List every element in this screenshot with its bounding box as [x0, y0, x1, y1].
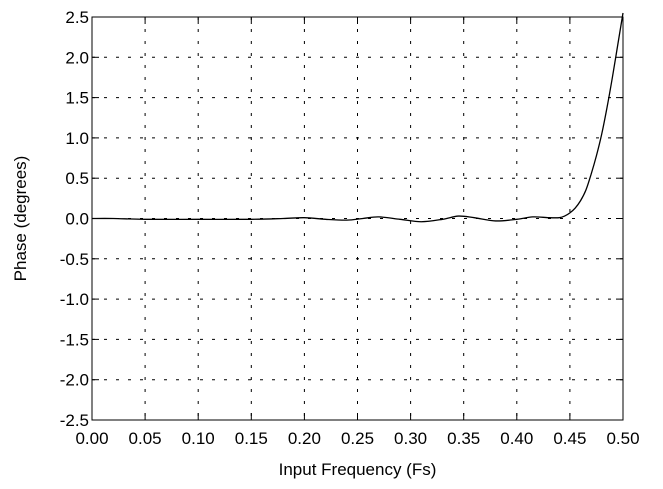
x-tick-label: 0.50 [606, 429, 639, 448]
x-tick-label: 0.40 [500, 429, 533, 448]
x-tick-label: 0.30 [394, 429, 427, 448]
y-tick-label: 0.0 [65, 210, 89, 229]
tick-marks [91, 16, 624, 421]
x-tick-label: 0.45 [553, 429, 586, 448]
x-tick-label: 0.00 [75, 429, 108, 448]
x-axis-label: Input Frequency (Fs) [279, 460, 437, 479]
y-tick-label: -0.5 [60, 250, 89, 269]
y-tick-label: 0.5 [65, 169, 89, 188]
y-tick-label: 1.0 [65, 129, 89, 148]
x-tick-label: 0.25 [341, 429, 374, 448]
y-axis-label: Phase (degrees) [11, 156, 30, 282]
y-tick-labels: 2.5 2.0 1.5 1.0 0.5 0.0 -0.5 -1.0 -1.5 -2.0 -2.5 [60, 8, 89, 430]
x-tick-label: 0.35 [447, 429, 480, 448]
y-tick-label: -2.0 [60, 371, 89, 390]
y-tick-label: -2.5 [60, 411, 89, 430]
series-line [91, 12, 624, 223]
x-tick-label: 0.10 [182, 429, 215, 448]
y-tick-label: 2.5 [65, 8, 89, 27]
y-tick-label: -1.5 [60, 330, 89, 349]
x-tick-label: 0.05 [129, 429, 162, 448]
y-tick-label: 2.0 [65, 48, 89, 67]
x-tick-label: 0.15 [235, 429, 268, 448]
series-layer [91, 12, 624, 223]
y-tick-label: -1.0 [60, 290, 89, 309]
x-tick-labels: 0.00 0.05 0.10 0.15 0.20 0.25 0.30 0.35 0.40 0.45… [75, 429, 639, 448]
x-tick-label: 0.20 [288, 429, 321, 448]
y-tick-label: 1.5 [65, 89, 89, 108]
